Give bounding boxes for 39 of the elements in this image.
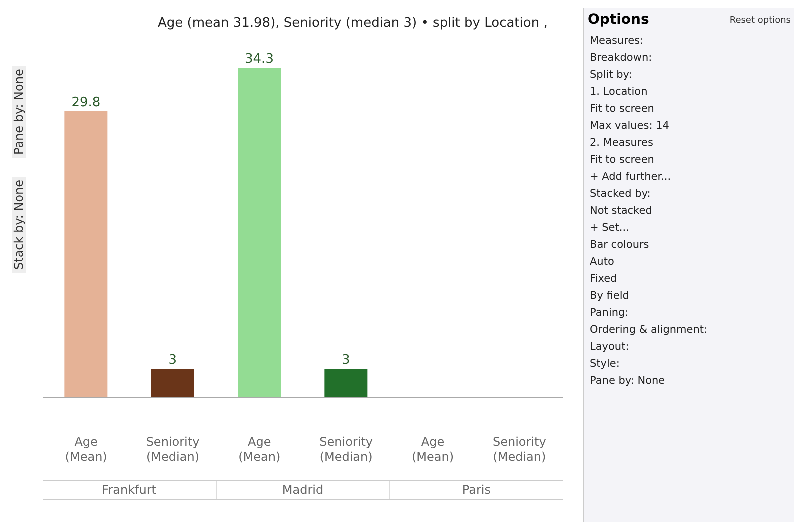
text: Madrid (216, 481, 390, 499)
text: Fit to screen (589, 102, 656, 117)
text: Reset options (730, 15, 791, 28)
x-tick-label: Seniority (Median) (492, 435, 546, 464)
x-tick-label: Age (Mean) (238, 435, 281, 464)
text: 2. Measures (589, 136, 654, 151)
chart-title: Age (mean 31.98), Seniority (median 3) • split by Location , (158, 16, 548, 31)
x-tick-label: Seniority (Median) (320, 435, 374, 464)
data-label: 3 (342, 353, 350, 368)
text: Stack by: None (12, 176, 26, 273)
text: By field (589, 289, 630, 304)
text: Max values: 14 (589, 119, 670, 134)
text: Auto (589, 255, 616, 270)
text: Measures: (589, 34, 645, 49)
x-tick-label: Age (Mean) (412, 435, 454, 464)
text: 1. Location (589, 85, 649, 100)
text: Paning: (589, 306, 630, 321)
text: Ordering & alignment: (589, 323, 709, 338)
text: Stacked by: (589, 187, 652, 202)
text: Pane by: None (589, 374, 666, 389)
text: + Add further... (589, 170, 672, 185)
text: Pane by: None (12, 66, 26, 158)
text: Layout: (589, 340, 630, 355)
data-label: 34.3 (245, 52, 274, 67)
data-label: 29.8 (72, 95, 101, 110)
text: Breakdown: (589, 51, 654, 66)
x-tick-label: Seniority (Median) (146, 435, 200, 464)
text: Bar colours (589, 238, 650, 253)
x-tick-label: Age (Mean) (65, 435, 108, 464)
text: Fixed (589, 272, 618, 287)
text: + Set... (589, 221, 630, 236)
text: Fit to screen (589, 153, 656, 168)
text: Options (588, 12, 650, 28)
text: Not stacked (589, 204, 654, 219)
data-label: 3 (168, 353, 177, 368)
text: Paris (389, 481, 564, 499)
text: Split by: (589, 68, 634, 83)
text: Style: (589, 357, 621, 372)
text: Frankfurt (101, 482, 158, 499)
